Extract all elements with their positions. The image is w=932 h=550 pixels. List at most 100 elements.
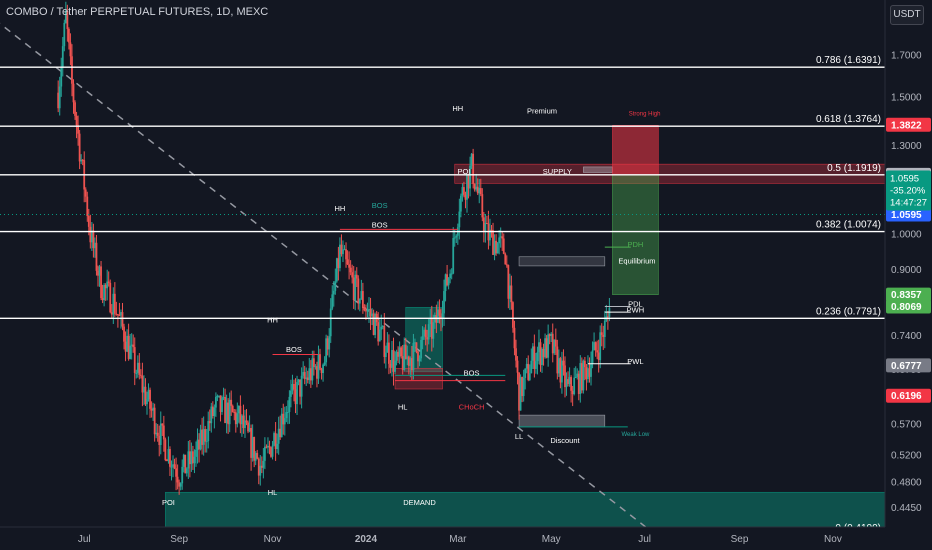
chart-annotation: HH: [334, 204, 345, 213]
candle-body: [505, 264, 508, 266]
candle-body: [407, 356, 410, 366]
candle-body: [489, 229, 491, 241]
candle-body: [533, 346, 536, 369]
candle-body: [72, 83, 75, 103]
candle-body: [182, 454, 185, 467]
candle-body: [348, 264, 351, 268]
price-axis[interactable]: 1.70001.50001.30001.10001.00000.90000.80…: [884, 0, 932, 550]
candle-body: [236, 413, 239, 425]
chart-annotation: HH: [452, 104, 463, 113]
candle-body: [320, 368, 323, 374]
candle-body: [64, 11, 67, 23]
candle-body: [225, 402, 228, 423]
candle-body: [513, 327, 516, 349]
time-tick-label: Nov: [264, 534, 282, 545]
candle-body: [237, 405, 240, 414]
price-badge: [886, 287, 931, 302]
price-tick-label: 1.3000: [891, 141, 922, 152]
candle-body: [208, 421, 211, 424]
candle-body: [524, 368, 527, 378]
candle-body: [124, 341, 127, 352]
candle-body: [95, 242, 98, 271]
candle-body: [594, 342, 597, 351]
time-tick-label: Sep: [731, 534, 749, 545]
chart-annotation: PWL: [627, 357, 643, 366]
candle-body: [257, 458, 260, 476]
candle-body: [250, 428, 253, 458]
candle-body: [89, 226, 92, 243]
candle-body: [263, 446, 266, 461]
candle-body: [309, 368, 312, 381]
candle-body: [248, 428, 251, 432]
candle-body: [542, 349, 545, 358]
candle-body: [606, 316, 609, 318]
candle-body: [207, 421, 210, 442]
candle-body: [567, 379, 569, 384]
candle-body: [279, 428, 282, 438]
candle-body: [479, 188, 482, 195]
candle-body: [63, 22, 66, 47]
candle-body: [406, 356, 409, 360]
candle-body: [544, 338, 546, 358]
candle-body: [553, 339, 556, 354]
fib-level-label: 0.618 (1.3764): [816, 114, 881, 125]
candle-body: [469, 165, 471, 189]
currency-button[interactable]: USDT: [890, 5, 924, 25]
price-badge: [886, 299, 931, 314]
last-price-line: 1.0595: [890, 174, 919, 185]
zone-rect: [612, 125, 659, 176]
candle-body: [427, 324, 430, 340]
price-badge: [886, 117, 931, 132]
candle-body: [530, 360, 533, 374]
candle-body: [383, 326, 386, 357]
price-badge-label: 1.3822: [891, 120, 922, 131]
candle-body: [233, 412, 236, 414]
candle-body: [222, 397, 225, 399]
chart-title: COMBO / Tether PERPETUAL FUTURES, 1D, ME…: [6, 6, 269, 18]
candle-body: [381, 326, 384, 328]
chart-annotation: LL: [515, 432, 523, 441]
candle-body: [312, 358, 315, 367]
candle-body: [603, 320, 606, 337]
chart-annotation: Discount: [550, 436, 580, 445]
candle-body: [397, 351, 399, 357]
candle-body: [94, 242, 96, 249]
candle-body: [115, 313, 118, 315]
chart-annotation: BOS: [464, 368, 480, 377]
candle-body: [371, 313, 373, 317]
candle-body: [335, 258, 338, 282]
candle-body: [75, 115, 78, 126]
candle-body: [463, 187, 465, 195]
candle-body: [574, 377, 577, 379]
candle-body: [573, 377, 576, 395]
candle-body: [510, 285, 513, 303]
candle-body: [351, 272, 354, 278]
chart-annotation: CHoCH: [459, 402, 485, 411]
candle-body: [161, 423, 164, 426]
candle-body: [254, 452, 257, 461]
chart-annotation: POI: [457, 167, 470, 176]
candle-body: [172, 464, 174, 467]
price-badge-label: 1.0595: [891, 210, 922, 221]
candle-body: [493, 240, 496, 255]
candle-body: [317, 354, 320, 379]
price-tick-label: 0.9000: [891, 265, 922, 276]
candle-body: [440, 315, 442, 319]
candle-body: [461, 187, 464, 196]
candle-body: [218, 395, 220, 397]
fib-level-label: 0.236 (0.7791): [816, 306, 881, 317]
candle-body: [100, 266, 102, 299]
candle-body: [545, 338, 548, 358]
candle-body: [583, 360, 586, 368]
candle-body: [211, 406, 214, 417]
candle-body: [562, 360, 565, 366]
candle-body: [459, 195, 462, 212]
candle-body: [196, 439, 199, 450]
time-axis[interactable]: Jul Sep Nov 2024 Mar May Jul Sep Nov: [0, 526, 932, 550]
candle-body: [597, 352, 600, 361]
candle-body: [476, 186, 479, 194]
annotation-layer: HHHHHHHHHLHLLLBOSBOSBOSBOSCHoCHPremiumSt…: [162, 104, 660, 507]
candle-body: [173, 464, 176, 469]
candle-body: [395, 351, 398, 361]
